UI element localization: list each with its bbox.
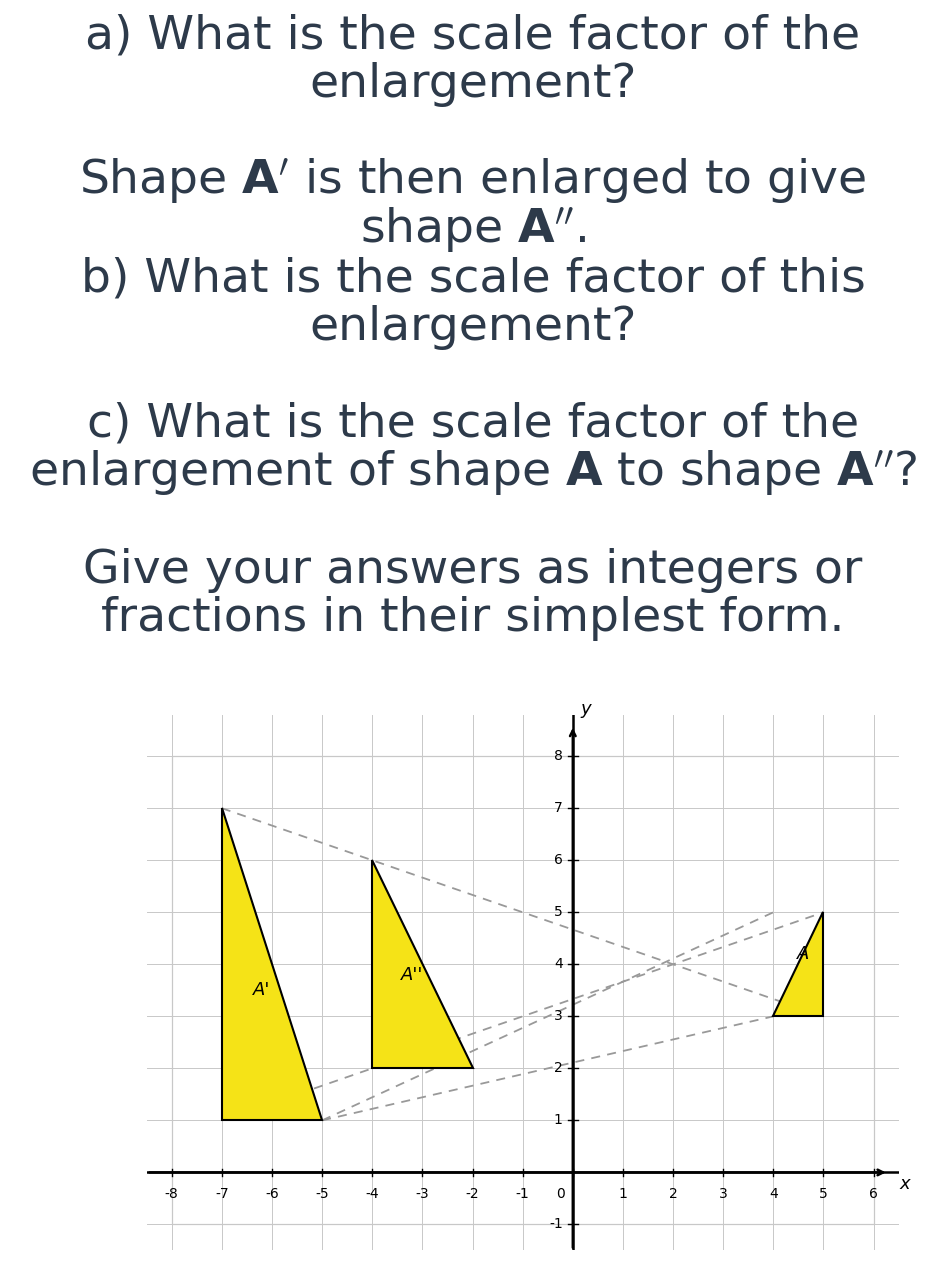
- Text: 2: 2: [554, 1062, 563, 1076]
- Polygon shape: [221, 808, 322, 1120]
- Text: enlargement of shape $\mathbf{A}$ to shape $\mathbf{A''}$?: enlargement of shape $\mathbf{A}$ to sha…: [29, 448, 917, 498]
- Text: 8: 8: [554, 749, 563, 763]
- Text: c) What is the scale factor of the: c) What is the scale factor of the: [87, 402, 859, 447]
- Text: 5: 5: [819, 1187, 828, 1201]
- Text: -8: -8: [165, 1187, 179, 1201]
- Text: fractions in their simplest form.: fractions in their simplest form.: [101, 596, 845, 642]
- Text: 4: 4: [554, 957, 563, 971]
- Text: shape $\mathbf{A''}$.: shape $\mathbf{A''}$.: [360, 205, 586, 255]
- Text: a) What is the scale factor of the: a) What is the scale factor of the: [85, 13, 861, 59]
- Text: 2: 2: [669, 1187, 677, 1201]
- Text: Give your answers as integers or: Give your answers as integers or: [83, 547, 863, 593]
- Text: -1: -1: [549, 1217, 563, 1231]
- Text: 6: 6: [554, 854, 563, 868]
- Text: Shape $\mathbf{A'}$ is then enlarged to give: Shape $\mathbf{A'}$ is then enlarged to …: [79, 157, 867, 207]
- Text: 3: 3: [719, 1187, 727, 1201]
- Text: -7: -7: [215, 1187, 229, 1201]
- Text: A: A: [797, 946, 810, 963]
- Text: b) What is the scale factor of this: b) What is the scale factor of this: [80, 256, 866, 301]
- Text: 0: 0: [556, 1187, 566, 1201]
- Text: 7: 7: [554, 801, 563, 815]
- Polygon shape: [372, 860, 472, 1068]
- Text: 6: 6: [869, 1187, 878, 1201]
- Text: enlargement?: enlargement?: [309, 305, 637, 350]
- Text: 1: 1: [619, 1187, 627, 1201]
- Text: -2: -2: [465, 1187, 480, 1201]
- Text: 5: 5: [554, 905, 563, 919]
- Text: $x$: $x$: [899, 1175, 912, 1193]
- Text: -4: -4: [365, 1187, 379, 1201]
- Text: -1: -1: [516, 1187, 530, 1201]
- Text: -5: -5: [315, 1187, 329, 1201]
- Text: -6: -6: [265, 1187, 279, 1201]
- Text: 4: 4: [769, 1187, 778, 1201]
- Text: A': A': [254, 981, 271, 999]
- Text: -3: -3: [415, 1187, 429, 1201]
- Polygon shape: [773, 912, 823, 1017]
- Text: 1: 1: [554, 1114, 563, 1128]
- Text: A'': A'': [401, 966, 424, 984]
- Text: $y$: $y$: [580, 702, 594, 720]
- Bar: [171, 757, 873, 1225]
- Text: 3: 3: [554, 1009, 563, 1023]
- Text: enlargement?: enlargement?: [309, 61, 637, 107]
